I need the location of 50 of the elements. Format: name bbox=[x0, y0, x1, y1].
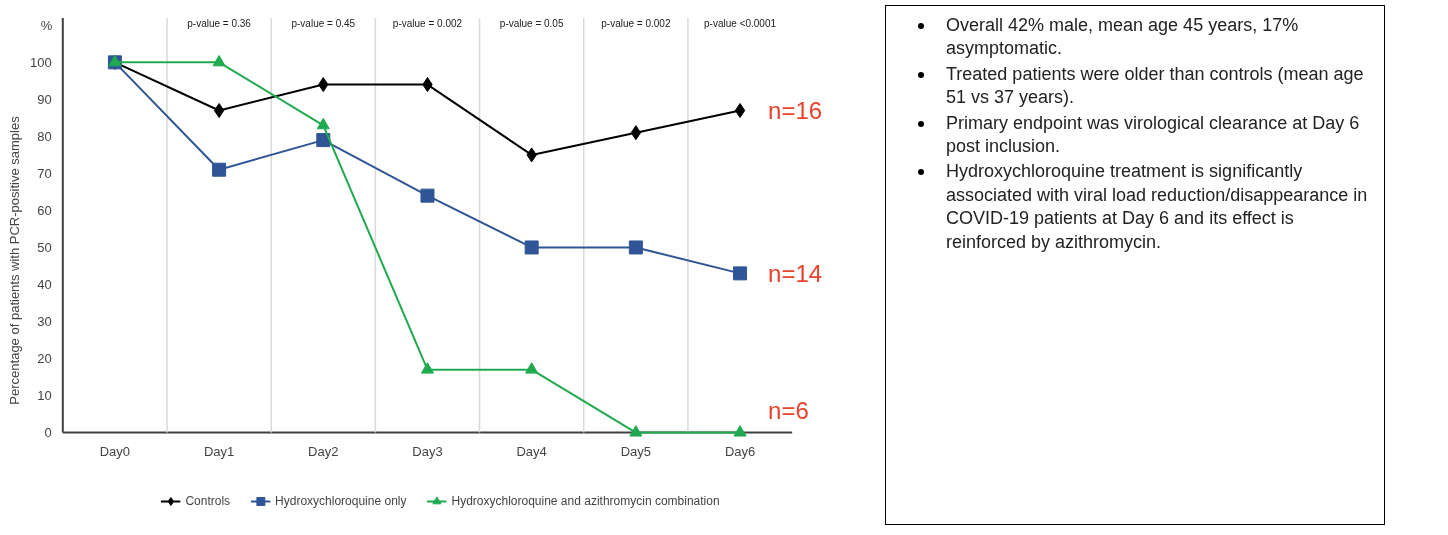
y-tick-label: 0 bbox=[44, 425, 52, 441]
x-tick-label: Day3 bbox=[412, 443, 443, 459]
point bbox=[525, 362, 539, 374]
point bbox=[629, 425, 643, 437]
annotation: n=6 bbox=[768, 397, 809, 425]
text: Overall 42% male, mean age 45 years, 17% asymptomatic. bbox=[946, 14, 1300, 61]
point bbox=[733, 266, 748, 281]
point bbox=[420, 362, 434, 374]
y-tick-label: 100 bbox=[30, 54, 52, 70]
text: Treated patients were older than controls (mean age 51 vs 37 years). bbox=[946, 62, 1365, 110]
point bbox=[212, 162, 227, 177]
point bbox=[734, 102, 746, 118]
annotation: n=14 bbox=[768, 259, 823, 287]
text: Hydroxychloroquine treatment is significantly associated with viral load reduction/disappearance in COVID-19 patients at Day 6 and its effect is reinforced by azithromycin. bbox=[946, 160, 1368, 254]
y-axis-title: Percentage of patients with PCR-positive samples bbox=[6, 115, 22, 405]
annotation: p-value = 0.05 bbox=[499, 17, 564, 29]
y-tick-label: 50 bbox=[37, 239, 52, 255]
y-tick-label: 20 bbox=[37, 351, 52, 367]
text: Primary endpoint was virological clearance at Day 6 post inclusion. bbox=[946, 111, 1361, 158]
legend-label: Controls bbox=[185, 494, 231, 508]
x-tick-label: Day6 bbox=[724, 443, 756, 459]
point bbox=[733, 425, 747, 437]
y-tick-label: 40 bbox=[37, 276, 52, 292]
x-tick-label: Day4 bbox=[516, 443, 547, 459]
annotation: p-value = 0.36 bbox=[187, 17, 252, 29]
legend-label: Hydroxychloroquine and azithromycin combination bbox=[451, 494, 720, 508]
point bbox=[420, 188, 435, 203]
point bbox=[316, 117, 330, 130]
y-tick-label: 10 bbox=[37, 388, 52, 404]
legend-label: Hydroxychloroquine only bbox=[275, 494, 407, 508]
point bbox=[524, 240, 539, 255]
annotation: p-value = 0.45 bbox=[291, 17, 356, 29]
point bbox=[316, 133, 331, 148]
annotation: p-value = 0.002 bbox=[392, 17, 463, 29]
annotation: n=16 bbox=[768, 96, 823, 124]
text: % bbox=[40, 17, 53, 33]
annotation: p-value <0.0001 bbox=[704, 17, 777, 29]
y-tick-label: 30 bbox=[37, 314, 52, 330]
y-tick-label: 70 bbox=[37, 165, 52, 181]
x-tick-label: Day2 bbox=[308, 443, 339, 459]
x-tick-label: Day5 bbox=[620, 443, 652, 459]
point bbox=[213, 102, 225, 118]
point bbox=[630, 125, 642, 141]
y-tick-label: 60 bbox=[37, 202, 52, 218]
y-tick-label: 90 bbox=[37, 91, 52, 107]
x-tick-label: Day1 bbox=[203, 443, 235, 459]
y-tick-label: 80 bbox=[37, 128, 52, 144]
annotation: p-value = 0.002 bbox=[601, 17, 671, 29]
point bbox=[628, 240, 643, 255]
x-tick-label: Day0 bbox=[99, 443, 131, 459]
